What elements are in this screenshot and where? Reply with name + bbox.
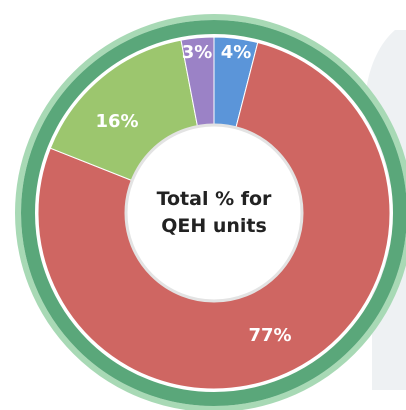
center-label-line1: Total % for (157, 188, 272, 210)
donut-hole-shadow (124, 123, 304, 303)
outer-light-ring (15, 14, 406, 410)
center-label-line2: QEH units (161, 215, 267, 237)
donut-hole (126, 125, 302, 301)
labels-group: 4% 77% 16% 3% (95, 42, 291, 346)
slice-label-3pct: 3% (182, 42, 213, 63)
slice-label-77pct: 77% (248, 325, 291, 346)
slice-label-16pct: 16% (95, 111, 138, 132)
slice-label-4pct: 4% (221, 42, 252, 63)
green-ring (21, 20, 406, 406)
